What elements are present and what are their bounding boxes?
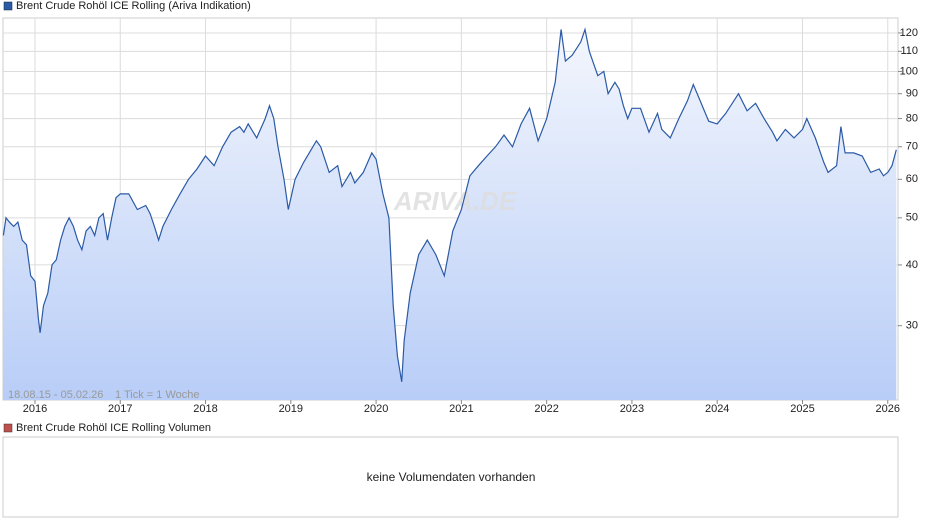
x-tick-label: 2021 — [449, 403, 473, 415]
x-tick-label: 2023 — [620, 403, 644, 415]
watermark: ARIVA.DE — [393, 186, 517, 216]
range-note: 18.08.15 - 05.02.26 — [8, 389, 103, 401]
x-tick-label: 2018 — [193, 403, 217, 415]
legend-swatch — [3, 423, 13, 433]
y-tick-label: 40 — [906, 259, 918, 271]
x-tick-label: 2020 — [364, 403, 388, 415]
y-tick-label: 60 — [906, 173, 918, 185]
x-tick-label: 2024 — [705, 403, 729, 415]
y-tick-label: 30 — [906, 320, 918, 332]
volume-title: Brent Crude Rohöl ICE Rolling Volumen — [16, 422, 211, 434]
y-tick-label: 110 — [900, 45, 918, 57]
y-tick-label: 100 — [900, 65, 918, 77]
y-tick-label: 50 — [906, 212, 918, 224]
y-tick-label: 90 — [906, 88, 918, 100]
x-tick-label: 2025 — [790, 403, 814, 415]
price-line — [2, 27, 897, 382]
y-tick-label: 70 — [906, 141, 918, 153]
tick-note: 1 Tick = 1 Woche — [115, 389, 199, 401]
x-tick-label: 2022 — [534, 403, 558, 415]
x-tick-label: 2026 — [876, 403, 900, 415]
x-tick-label: 2017 — [108, 403, 132, 415]
area-fill — [3, 29, 897, 400]
volume-message: keine Volumendaten vorhanden — [367, 470, 536, 484]
volume-panel — [2, 436, 899, 518]
legend-swatch — [3, 1, 13, 11]
y-tick-label: 80 — [906, 112, 918, 124]
x-tick-label: 2019 — [279, 403, 303, 415]
legend-label: Brent Crude Rohöl ICE Rolling (Ariva Ind… — [16, 0, 251, 12]
x-tick-label: 2016 — [23, 403, 47, 415]
y-tick-label: 120 — [900, 27, 918, 39]
